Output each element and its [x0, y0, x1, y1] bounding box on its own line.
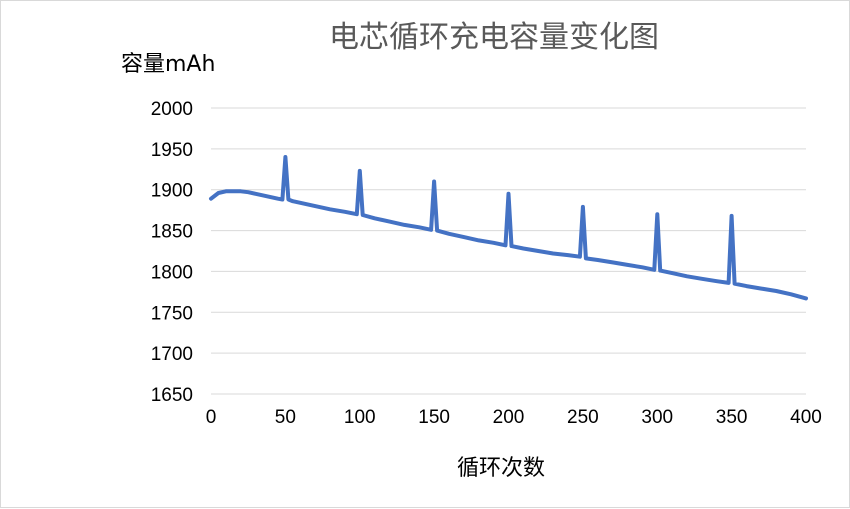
x-tick-label: 150	[418, 407, 450, 428]
y-tick-label: 1750	[151, 303, 193, 324]
y-axis-label: 容量mAh	[121, 52, 215, 77]
y-tick-label: 1650	[151, 385, 193, 406]
y-tick-label: 1700	[151, 344, 193, 365]
x-tick-label: 350	[716, 407, 748, 428]
x-tick-labels: 0 50 100 150 200 250 300 350 400	[206, 407, 822, 428]
x-tick-label: 250	[567, 407, 599, 428]
y-tick-label: 1900	[151, 181, 193, 202]
x-axis-label: 循环次数	[457, 456, 545, 481]
x-tick-label: 50	[275, 407, 296, 428]
y-tick-label: 1850	[151, 222, 193, 243]
y-tick-label: 1950	[151, 140, 193, 161]
x-tick-label: 0	[206, 407, 217, 428]
grid-layer	[211, 107, 806, 395]
chart-title: 电芯循环充电容量变化图	[329, 20, 659, 55]
y-tick-labels: 1650 1700 1750 1800 1850 1900 1950 2000	[151, 99, 193, 406]
x-tick-label: 200	[493, 407, 525, 428]
y-tick-label: 1800	[151, 262, 193, 283]
x-tick-label: 400	[790, 407, 822, 428]
x-tick-label: 300	[641, 407, 673, 428]
x-tick-label: 100	[344, 407, 376, 428]
series-layer	[209, 155, 808, 301]
y-tick-label: 2000	[151, 99, 193, 120]
series-line-0	[209, 155, 808, 301]
